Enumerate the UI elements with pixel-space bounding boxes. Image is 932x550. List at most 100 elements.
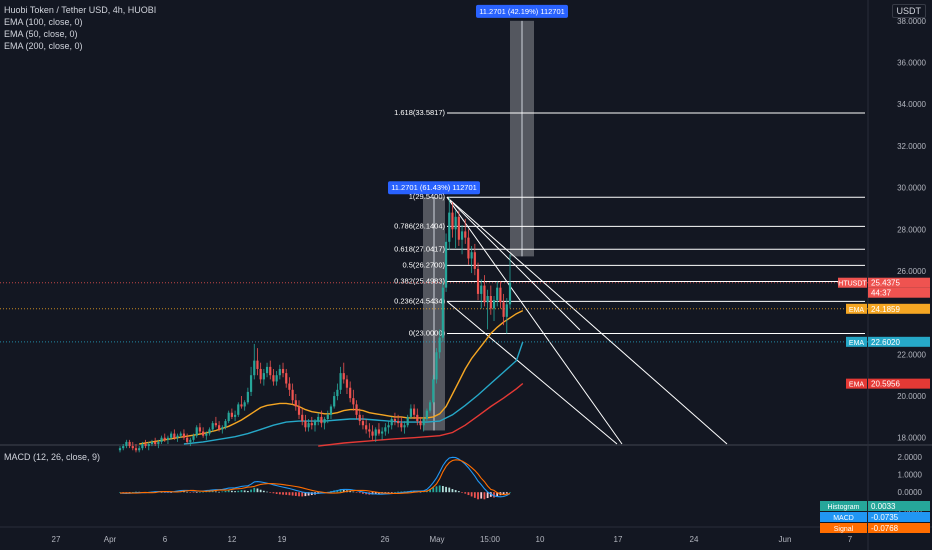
macd-histogram-bar (266, 491, 268, 493)
candle-body (377, 429, 381, 434)
candle-body (448, 212, 451, 242)
macd-histogram-bar (394, 492, 396, 493)
macd-tag-name-bg (820, 523, 867, 533)
time-tick-label: May (429, 535, 444, 544)
indicator-ema-50[interactable]: EMA (50, close, 0) (4, 29, 78, 39)
candle-body (160, 437, 163, 442)
candle-body (409, 408, 413, 417)
macd-histogram-bar (374, 492, 377, 495)
price-tag-value-bg (868, 277, 930, 288)
time-tick-label: Apr (104, 535, 117, 544)
indicator-ema-200[interactable]: EMA (200, close, 0) (4, 41, 83, 51)
time-tick-label: Jun (779, 535, 792, 544)
indicator-ema-100[interactable]: EMA (100, close, 0) (4, 17, 83, 27)
fib-fan-ray (446, 196, 623, 445)
candle-body (253, 360, 256, 376)
candle-body (403, 425, 406, 428)
candle-body (483, 285, 486, 303)
price-tag-name-bg (838, 277, 867, 288)
candle-body (173, 433, 176, 438)
macd-histogram-bar (496, 492, 499, 497)
axis-layer: 38.0000 36.0000 34.0000 32.0000 30.0000 28.00… (52, 17, 927, 544)
macd-histogram-bar (432, 487, 435, 493)
macd-histogram-bar (215, 491, 217, 493)
candle-body (470, 252, 473, 259)
candle-body (355, 404, 358, 415)
macd-histogram-bar (387, 492, 390, 493)
macd-histogram-bar (119, 492, 121, 493)
candle-body (182, 433, 186, 438)
macd-layer (119, 456, 511, 500)
candle-body (205, 433, 208, 436)
macd-histogram-bar (413, 490, 415, 493)
macd-histogram-bar (457, 491, 460, 493)
macd-legend[interactable]: MACD (12, 26, close, 9) (4, 452, 101, 462)
macd-histogram-bar (464, 492, 467, 494)
fib-level-label: 0.618(27.0417) (394, 244, 445, 253)
currency-badge[interactable]: USDT (891, 4, 926, 18)
candle-body (457, 216, 460, 240)
macd-histogram-bar (192, 492, 195, 493)
chart-legend: Huobi Token / Tether USD, 4h, HUOBI EMA … (4, 4, 156, 52)
macd-tag-name: Signal (834, 526, 854, 533)
macd-histogram-bar (269, 492, 272, 493)
fib-level-label: 1(29.5400) (409, 192, 446, 201)
macd-line (119, 456, 511, 498)
candles-layer (118, 197, 512, 453)
price-tag-name: EMA (849, 382, 865, 389)
macd-histogram-bar (473, 492, 476, 498)
time-tick-label: 15:00 (480, 535, 501, 544)
candle-body (227, 412, 230, 422)
candle-body (476, 268, 480, 294)
price-tick-label: 32.0000 (897, 142, 926, 151)
candle-body (179, 433, 182, 436)
candle-body (186, 437, 189, 442)
candle-body (294, 400, 297, 407)
macd-histogram-bar (224, 490, 227, 493)
macd-histogram-bar (451, 489, 454, 493)
time-tick-label: 24 (690, 535, 699, 544)
candle-body (128, 441, 131, 447)
candle-body (202, 431, 205, 436)
price-tag-value-bg (868, 378, 930, 389)
candle-body (467, 237, 470, 259)
candle-body (397, 421, 400, 424)
macd-histogram-bar (218, 491, 220, 493)
candle-body (272, 375, 275, 382)
candle-body (464, 231, 467, 238)
macd-histogram-bar (234, 491, 236, 493)
price-tag-name: EMA (849, 307, 865, 314)
fib-level-label: 0(23.0000) (409, 329, 446, 338)
macd-tag-value-bg (868, 523, 930, 533)
candle-body (281, 368, 285, 374)
macd-histogram-bar (275, 492, 278, 494)
macd-histogram-bar (448, 487, 451, 493)
candle-body (358, 414, 361, 422)
macd-histogram-bar (186, 491, 189, 493)
macd-histogram-bar (505, 492, 508, 494)
time-tick-label: 12 (228, 535, 237, 544)
price-tick-label: 36.0000 (897, 59, 926, 68)
macd-histogram-bar (483, 492, 486, 500)
candle-body (301, 414, 304, 422)
macd-histogram-bar (243, 490, 246, 493)
candle-body (454, 216, 457, 230)
macd-histogram-bar (470, 492, 473, 497)
macd-histogram-bar (339, 489, 342, 493)
candle-body (304, 421, 307, 428)
candle-body (214, 423, 218, 426)
candle-body (320, 416, 323, 424)
price-tag-value: 25.4375 (871, 279, 900, 288)
candle-body (262, 373, 265, 380)
macd-histogram-bar (390, 492, 393, 493)
candle-body (384, 427, 387, 432)
candle-body (246, 391, 249, 403)
candle-body (444, 241, 448, 288)
candle-body (480, 285, 483, 294)
candle-body (432, 379, 435, 403)
candle-body (326, 414, 329, 419)
macd-histogram-bar (304, 492, 307, 497)
candle-body (141, 444, 144, 449)
candle-body (329, 406, 333, 415)
